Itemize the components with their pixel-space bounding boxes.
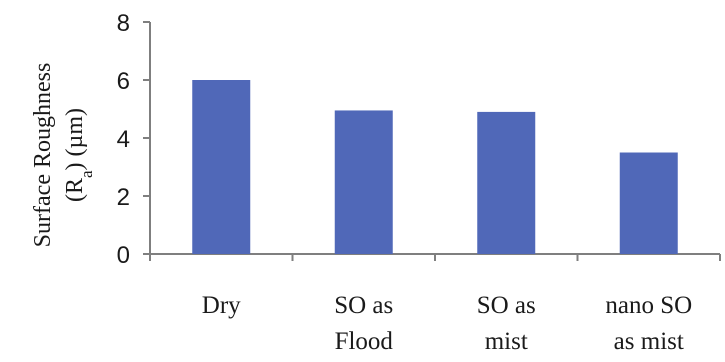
y-axis-title-subscript: a (77, 170, 96, 178)
bar (619, 152, 678, 254)
x-tick-label: nano SO (605, 292, 692, 319)
y-tick-label: 4 (117, 126, 130, 153)
y-tick-label: 8 (117, 10, 130, 37)
y-tick-label: 2 (117, 184, 130, 211)
y-tick-label: 0 (117, 242, 130, 269)
x-tick-label: mist (485, 328, 528, 355)
x-tick-label: Dry (202, 292, 241, 319)
y-axis-title-line1: Surface Roughness (30, 63, 56, 248)
y-axis-title-line2: (Ra) (µm) (62, 108, 96, 202)
x-tick-label: SO as (477, 292, 536, 319)
bar (334, 110, 393, 254)
plot-area: 0 2 4 6 8 Dry SO as Flood SO as mist nano SO as mis… (117, 10, 721, 355)
y-axis-title-prefix: (R (62, 178, 88, 202)
x-tick-label: Flood (335, 328, 394, 355)
x-tick-label: SO as (334, 292, 393, 319)
y-axis-title-suffix: ) (µm) (62, 108, 88, 170)
y-tick-label: 6 (117, 68, 130, 95)
bar (477, 111, 536, 255)
y-axis-title: Surface Roughness (Ra) (µm) (30, 63, 96, 248)
bar (192, 80, 251, 254)
x-tick-label: as mist (614, 328, 684, 355)
